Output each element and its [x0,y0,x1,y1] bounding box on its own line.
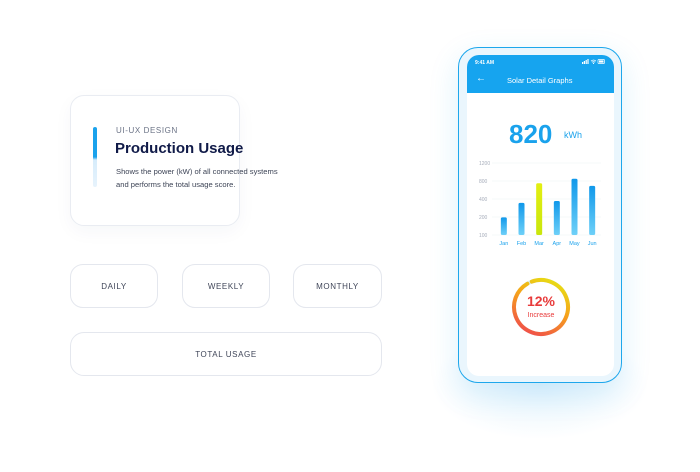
gauge-arc [512,278,570,336]
x-tick-label: Feb [517,241,526,247]
app-bar: 9:41 AM ← Solar Detail Graphs [467,55,614,93]
card-description: Shows the power (kW) of all connected sy… [116,167,278,189]
back-arrow-icon[interactable]: ← [476,73,486,84]
daily-button[interactable]: DAILY [70,264,158,308]
weekly-button[interactable]: WEEKLY [182,264,270,308]
y-tick-label: 100 [479,233,488,239]
card-kicker: UI-UX DESIGN [116,126,178,135]
app-title: Solar Detail Graphs [507,76,573,85]
x-tick-label: Mar [534,241,544,247]
total-unit: kWh [564,130,582,140]
status-time: 9:41 AM [475,60,494,66]
increase-gauge [512,278,570,336]
phone-screen: 9:41 AM ← Solar Detail Graphs 820 kWh [467,55,614,376]
bar-apr [553,200,560,235]
bar-jun [589,185,596,235]
card-title: Production Usage [115,140,244,157]
x-tick-label: May [569,241,580,247]
bar-mar [536,183,543,235]
x-tick-label: Apr [553,241,562,247]
status-icons [582,58,606,67]
x-tick-label: Jun [588,241,597,247]
total-value: 820 [509,119,553,149]
info-accent-bar [93,127,97,187]
y-tick-label: 400 [479,197,488,203]
bar-jan [500,217,507,235]
gauge-label: Increase [527,312,555,319]
y-tick-label: 200 [479,215,488,221]
info-card [70,95,240,226]
total-usage-button[interactable]: TOTAL USAGE [70,332,382,376]
usage-bar-chart: 1200 800 400 200 100 Jan Feb Mar Apr May Jun [479,161,601,247]
y-tick-label: 1200 [479,161,490,167]
bar-may [571,178,578,235]
monthly-button[interactable]: MONTHLY [293,264,382,308]
bar-feb [518,202,525,235]
x-tick-label: Jan [499,241,508,247]
gauge-percent: 12% [526,293,556,309]
y-tick-label: 800 [479,179,488,185]
signal-wifi-battery-icon [582,59,605,64]
